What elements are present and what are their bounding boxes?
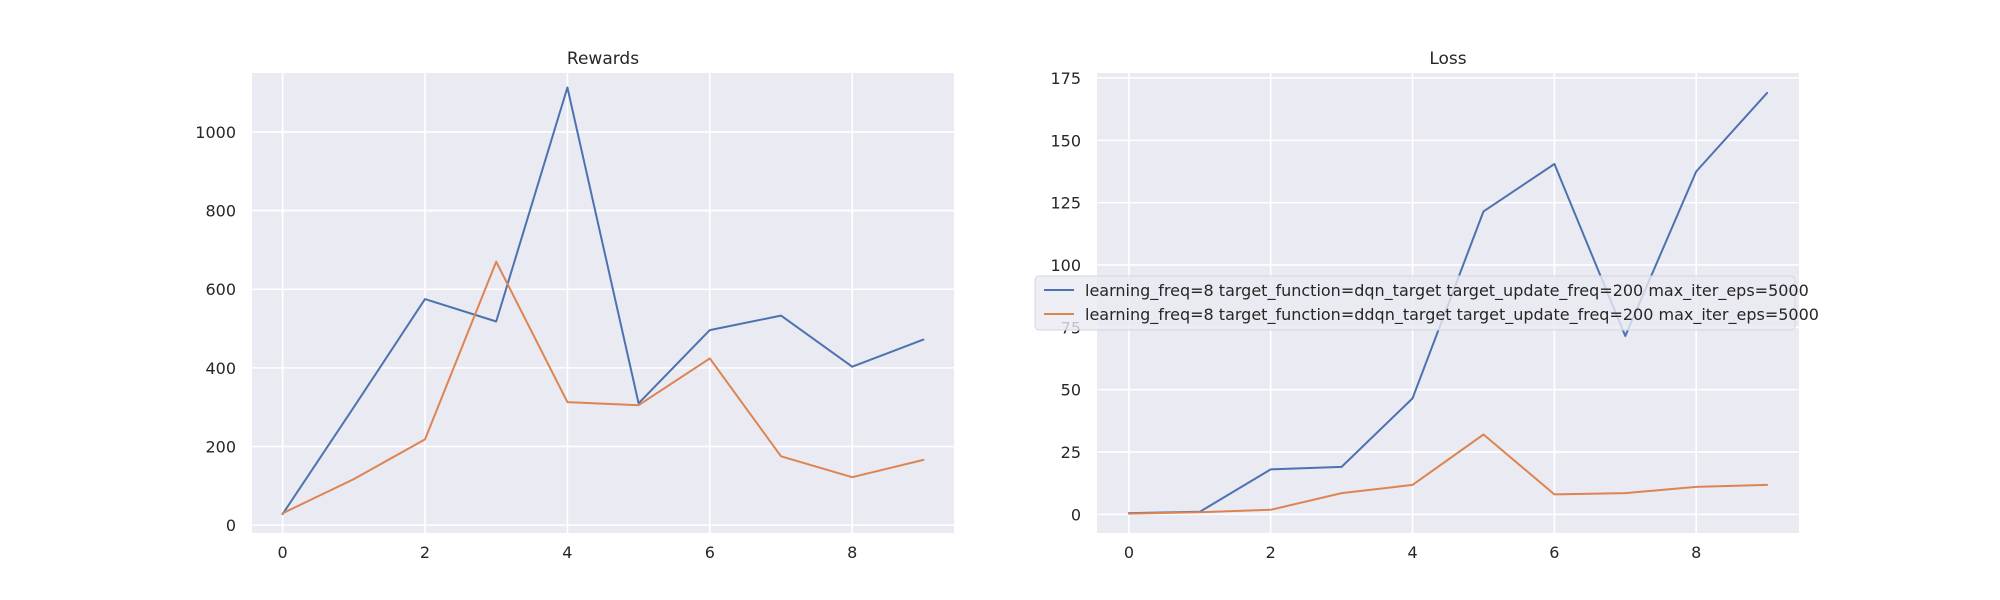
series-line-ddqn: [1127, 433, 1769, 515]
x-tick-label: 6: [1549, 543, 1559, 562]
legend-label: learning_freq=8 target_function=dqn_targ…: [1085, 281, 1809, 301]
y-tick-label: 600: [205, 280, 236, 299]
series-line-dqn: [281, 86, 925, 516]
y-tick-label: 100: [1050, 256, 1081, 275]
y-tick-label: 150: [1050, 131, 1081, 150]
legend-box: [1034, 275, 1796, 331]
chart-title: Rewards: [567, 49, 639, 69]
x-tick-label: 2: [420, 543, 430, 562]
y-tick-label: 125: [1050, 194, 1081, 213]
y-tick-label: 200: [205, 438, 236, 457]
series-line-ddqn: [281, 260, 925, 515]
chart-title: Loss: [1429, 49, 1466, 69]
legend-label: learning_freq=8 target_function=ddqn_tar…: [1085, 305, 1819, 325]
x-tick-label: 0: [278, 543, 288, 562]
rewards-chart: 0 2 4 6 8 0 200 400 600 800 1000 Rewards: [195, 49, 954, 562]
y-tick-label: 175: [1050, 69, 1081, 88]
y-tick-label: 0: [226, 516, 236, 535]
x-tick-label: 4: [562, 543, 572, 562]
y-tick-label: 50: [1061, 381, 1081, 400]
x-tick-label: 6: [705, 543, 715, 562]
y-tick-label: 800: [205, 202, 236, 221]
y-tick-label: 400: [205, 359, 236, 378]
y-tick-label: 25: [1061, 443, 1081, 462]
loss-chart: 024680255075100125150175Losslearning_fre…: [1034, 49, 1819, 562]
x-tick-label: 0: [1124, 543, 1134, 562]
plot-background: [252, 73, 954, 533]
x-tick-label: 4: [1407, 543, 1417, 562]
y-tick-label: 0: [1071, 505, 1081, 524]
y-tick-label: 1000: [195, 123, 236, 142]
x-tick-label: 2: [1266, 543, 1276, 562]
x-tick-label: 8: [1691, 543, 1701, 562]
legend: learning_freq=8 target_function=dqn_targ…: [1034, 275, 1819, 331]
x-tick-label: 8: [847, 543, 857, 562]
